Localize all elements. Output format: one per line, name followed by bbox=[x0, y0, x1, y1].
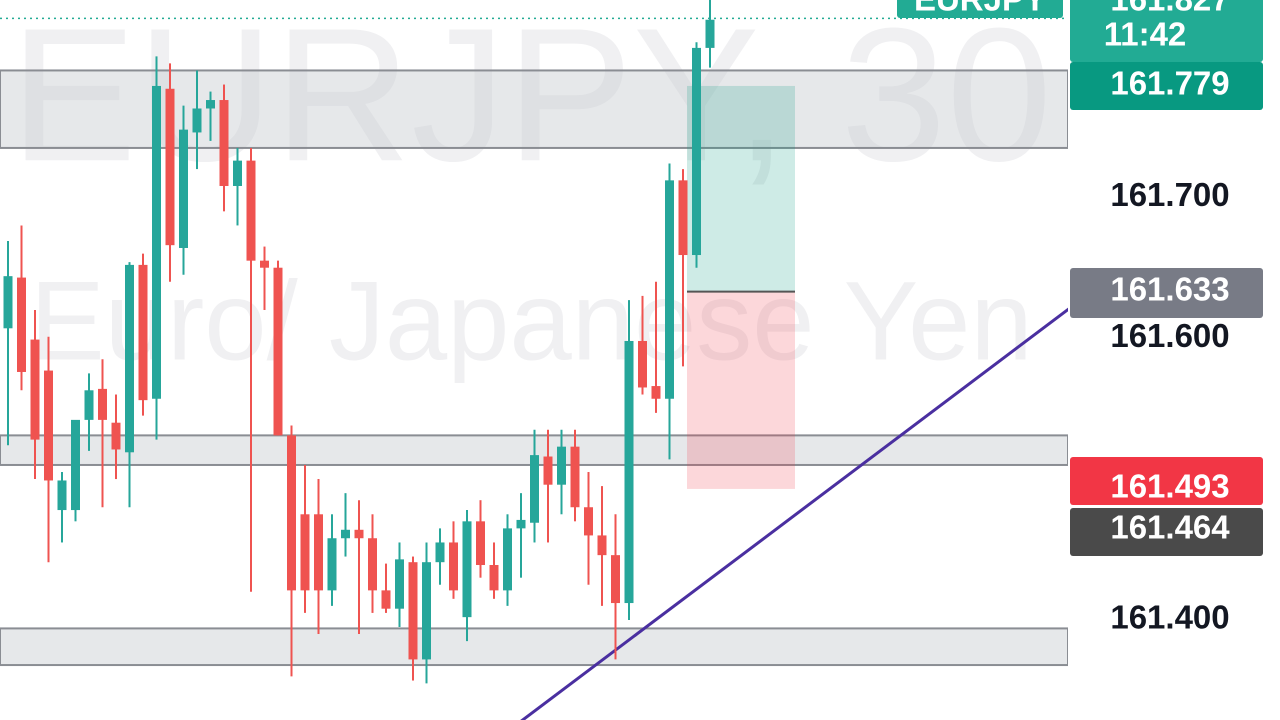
candle-body bbox=[638, 340, 647, 388]
candle-body bbox=[165, 88, 175, 246]
candle-body bbox=[30, 339, 40, 440]
candle-body bbox=[692, 47, 701, 256]
trendline bbox=[520, 307, 1068, 720]
candle-body bbox=[705, 19, 715, 48]
candle-body bbox=[44, 370, 53, 481]
candle-body bbox=[678, 180, 688, 256]
candle-body bbox=[503, 528, 512, 591]
price-badge bbox=[1070, 457, 1263, 505]
countdown: 11:42 bbox=[1104, 16, 1187, 53]
candle-body bbox=[138, 264, 148, 401]
candle-body bbox=[530, 455, 539, 523]
candle-body bbox=[449, 542, 458, 591]
candle-body bbox=[125, 264, 134, 453]
candle-body bbox=[98, 388, 107, 420]
chart-pane: EURJPY, 30 Euro/ Japanese Yen bbox=[0, 0, 1068, 720]
profit-zone bbox=[687, 85, 795, 292]
candle-body bbox=[651, 386, 661, 399]
price-badge-label: 161.779 bbox=[1110, 65, 1229, 102]
candle-body bbox=[368, 538, 377, 591]
candle-body bbox=[422, 562, 431, 660]
price-badge bbox=[1070, 62, 1263, 110]
symbol-label: EURJPY bbox=[914, 0, 1046, 18]
candle-body bbox=[300, 514, 310, 591]
price-badge bbox=[1070, 508, 1263, 556]
candle-body bbox=[476, 521, 485, 566]
candle-body bbox=[611, 555, 620, 604]
candle-body bbox=[543, 456, 553, 485]
y-tick-label: 161.400 bbox=[1110, 599, 1229, 636]
candle-body bbox=[462, 521, 472, 618]
price-axis: 161.700 161.600 161.400 EURJPY 161.827 161.77… bbox=[897, 0, 1263, 636]
watermark-description: Euro/ Japanese Yen bbox=[30, 259, 1033, 384]
price-badge-label: 161.633 bbox=[1110, 270, 1229, 307]
candle-body bbox=[219, 100, 229, 186]
candle-body bbox=[246, 160, 256, 261]
candle-body bbox=[516, 519, 526, 529]
candle-body bbox=[597, 535, 607, 556]
y-tick-label: 161.700 bbox=[1110, 176, 1229, 213]
price-badge-label: 161.493 bbox=[1110, 468, 1229, 505]
y-tick-label: 161.600 bbox=[1110, 317, 1229, 354]
candle-body bbox=[327, 538, 337, 591]
candle-body bbox=[111, 422, 121, 450]
candle-body bbox=[489, 565, 499, 591]
candle-body bbox=[395, 559, 404, 609]
candle-body bbox=[408, 562, 418, 660]
candle-body bbox=[381, 590, 391, 609]
price-badge bbox=[1070, 268, 1263, 318]
candle-body bbox=[273, 267, 283, 436]
zone bbox=[0, 69, 1068, 149]
candle-body bbox=[192, 108, 202, 133]
candle-body bbox=[71, 419, 80, 511]
candle-body bbox=[260, 260, 269, 268]
candle-body bbox=[57, 480, 67, 511]
candle-body bbox=[17, 277, 26, 372]
candle-body bbox=[354, 529, 364, 539]
price-badge-label: 161.464 bbox=[1110, 509, 1230, 546]
candle-body bbox=[584, 507, 593, 536]
candle-body bbox=[84, 390, 94, 420]
candle-body bbox=[314, 514, 323, 591]
candle-body bbox=[233, 160, 242, 186]
price-badge bbox=[1070, 0, 1263, 62]
candle-body bbox=[435, 542, 445, 563]
zone bbox=[0, 627, 1068, 667]
candle-body bbox=[624, 340, 634, 604]
candle-body bbox=[665, 180, 674, 399]
candle-body bbox=[570, 446, 580, 508]
candle-body bbox=[179, 129, 188, 248]
loss-zone bbox=[687, 291, 795, 489]
candle-body bbox=[3, 276, 13, 329]
candle-body bbox=[341, 529, 350, 539]
price-badge-label: 161.827 bbox=[1110, 0, 1229, 18]
candle-body bbox=[287, 435, 296, 591]
symbol-badge bbox=[897, 0, 1063, 18]
candle-body bbox=[152, 85, 161, 399]
candle-body bbox=[557, 446, 566, 485]
candle-body bbox=[206, 100, 215, 109]
